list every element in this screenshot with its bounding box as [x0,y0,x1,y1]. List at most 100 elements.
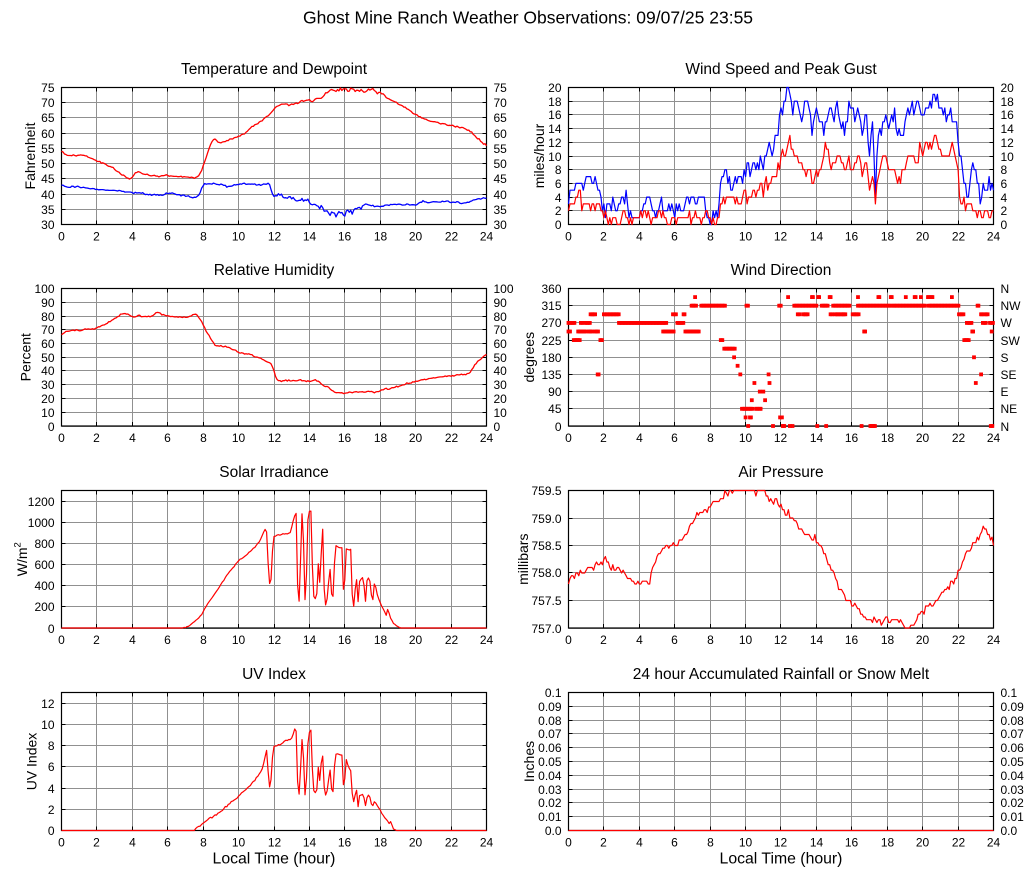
svg-text:Ghost Mine Ranch Weather Obser: Ghost Mine Ranch Weather Observations: 0… [303,8,753,28]
svg-text:14: 14 [810,633,824,647]
svg-text:0.1: 0.1 [545,686,562,700]
svg-text:10: 10 [739,230,753,244]
svg-text:8: 8 [555,163,562,177]
svg-text:90: 90 [548,385,562,399]
svg-text:6: 6 [164,633,171,647]
svg-text:0.02: 0.02 [538,796,562,810]
svg-text:0.09: 0.09 [538,700,562,714]
svg-text:8: 8 [200,633,207,647]
svg-text:70: 70 [41,323,55,337]
svg-text:30: 30 [41,218,55,232]
svg-text:20: 20 [916,836,930,850]
svg-text:NW: NW [1001,299,1022,313]
svg-text:0: 0 [565,431,572,445]
svg-text:759.5: 759.5 [531,484,561,498]
svg-text:4: 4 [555,191,562,205]
svg-text:2: 2 [600,633,607,647]
svg-text:0.07: 0.07 [1001,727,1025,741]
svg-text:12: 12 [548,136,562,150]
svg-text:12: 12 [774,230,788,244]
svg-text:NE: NE [1001,402,1018,416]
svg-text:22: 22 [952,633,966,647]
svg-text:14: 14 [810,431,824,445]
svg-text:360: 360 [541,282,561,296]
svg-text:22: 22 [952,431,966,445]
svg-text:35: 35 [494,203,508,217]
svg-text:20: 20 [409,836,423,850]
svg-text:10: 10 [548,150,562,164]
svg-text:20: 20 [409,633,423,647]
svg-text:10: 10 [232,431,246,445]
svg-text:55: 55 [494,142,508,156]
svg-text:0: 0 [1001,218,1008,232]
svg-text:70: 70 [41,96,55,110]
svg-text:90: 90 [494,296,508,310]
svg-text:10: 10 [41,406,55,420]
svg-text:50: 50 [41,157,55,171]
svg-text:0.08: 0.08 [538,714,562,728]
svg-text:6: 6 [164,431,171,445]
svg-text:0.09: 0.09 [1001,700,1025,714]
svg-text:10: 10 [739,836,753,850]
svg-text:100: 100 [34,282,54,296]
svg-text:60: 60 [41,337,55,351]
svg-text:270: 270 [541,316,561,330]
svg-text:10: 10 [739,431,753,445]
svg-text:16: 16 [338,633,352,647]
svg-text:24: 24 [480,633,494,647]
svg-text:600: 600 [34,558,54,572]
svg-text:6: 6 [1001,177,1008,191]
svg-text:16: 16 [548,108,562,122]
svg-text:40: 40 [41,364,55,378]
svg-text:2: 2 [600,230,607,244]
svg-text:6: 6 [164,230,171,244]
svg-text:Local Time (hour): Local Time (hour) [213,851,336,868]
svg-text:4: 4 [636,230,643,244]
svg-text:758.0: 758.0 [531,566,561,580]
svg-text:18: 18 [881,836,895,850]
svg-text:8: 8 [707,431,714,445]
svg-text:Percent: Percent [17,333,33,381]
svg-text:10: 10 [232,633,246,647]
svg-text:18: 18 [374,431,388,445]
svg-text:UV Index: UV Index [242,666,306,683]
svg-text:4: 4 [636,633,643,647]
svg-text:16: 16 [845,836,859,850]
svg-text:6: 6 [671,836,678,850]
svg-text:0.1: 0.1 [1001,686,1018,700]
svg-text:16: 16 [845,633,859,647]
svg-text:22: 22 [952,836,966,850]
svg-text:4: 4 [129,431,136,445]
svg-text:S: S [1001,351,1009,365]
svg-text:Wind Speed and Peak Gust: Wind Speed and Peak Gust [685,61,877,78]
svg-text:4: 4 [1001,191,1008,205]
svg-text:10: 10 [1001,150,1015,164]
svg-text:6: 6 [671,633,678,647]
svg-text:22: 22 [952,230,966,244]
svg-text:0: 0 [555,218,562,232]
svg-text:8: 8 [707,836,714,850]
svg-text:4: 4 [129,836,136,850]
svg-text:2: 2 [1001,204,1008,218]
svg-text:12: 12 [41,697,55,711]
svg-text:90: 90 [41,296,55,310]
svg-text:1000: 1000 [28,516,55,530]
svg-text:0.05: 0.05 [538,755,562,769]
svg-text:22: 22 [445,633,459,647]
svg-text:0: 0 [58,431,65,445]
svg-text:30: 30 [494,378,508,392]
svg-text:100: 100 [494,282,514,296]
svg-text:55: 55 [41,142,55,156]
svg-text:SW: SW [1001,334,1021,348]
svg-text:12: 12 [268,633,282,647]
svg-text:0.0: 0.0 [545,824,562,838]
svg-text:14: 14 [810,230,824,244]
svg-text:225: 225 [541,334,561,348]
svg-text:40: 40 [494,188,508,202]
svg-text:24: 24 [480,836,494,850]
svg-text:Local Time (hour): Local Time (hour) [720,851,843,868]
svg-text:60: 60 [494,127,508,141]
svg-text:80: 80 [41,310,55,324]
svg-text:0: 0 [565,836,572,850]
svg-text:10: 10 [232,836,246,850]
